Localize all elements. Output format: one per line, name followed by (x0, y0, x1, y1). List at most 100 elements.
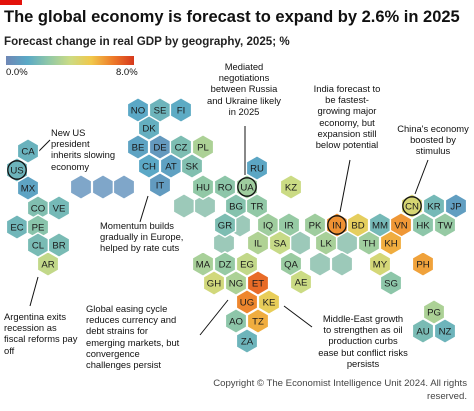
highlight-ring (7, 160, 27, 180)
hex-label: UA (240, 182, 254, 193)
hex-cell-il: IL (246, 229, 270, 257)
hex-label: BR (52, 240, 65, 251)
hex-filler (330, 250, 354, 278)
hex-cell-ph: PH (411, 250, 435, 278)
hex-cell-th: TH (357, 229, 381, 257)
hex-label: PH (416, 259, 429, 270)
hex-shape (47, 231, 71, 259)
hex-shape (433, 211, 457, 239)
hex-cell-pg: PG (422, 298, 446, 326)
hex-shape (137, 114, 161, 142)
hex-shape (36, 250, 60, 278)
hex-label: RU (250, 163, 264, 174)
hex-shape (246, 307, 270, 335)
hex-cell-kr: KR (422, 192, 446, 220)
hex-cell-mx: MX (16, 174, 40, 202)
hex-cell-hu: HU (191, 173, 215, 201)
annotation-europe: Momentum builds gradually in Europe, helpe… (100, 220, 184, 254)
annotation-russia: Mediated negotiations between Russia and Uk… (207, 61, 281, 117)
annotation-india: India forecast to be fastest-growing majo… (313, 83, 381, 151)
hex-label: VE (53, 203, 66, 214)
hex-label: MM (372, 220, 388, 231)
hex-shape (257, 288, 281, 316)
hex-label: QA (284, 259, 298, 270)
hex-label: SK (186, 161, 199, 172)
hex-shape (314, 229, 338, 257)
hex-cell-cn: CN (400, 192, 424, 220)
hex-cell-us: US (5, 156, 29, 184)
hex-shape (235, 327, 259, 355)
hex-label: FI (177, 105, 186, 116)
highlight-ring (327, 215, 347, 235)
hex-label: AU (416, 326, 429, 337)
hex-label: HK (416, 220, 430, 231)
hex-cell-ve: VE (47, 194, 71, 222)
hex-label: PE (32, 222, 45, 233)
annotation-mideast: Middle-East growth to strengthen as oil pr… (318, 313, 408, 369)
hex-filler (308, 250, 332, 278)
hex-filler (193, 192, 217, 220)
hex-shape (235, 250, 259, 278)
hex-shape (169, 96, 193, 124)
hex-label: SA (274, 238, 287, 249)
hex-cell-au: AU (411, 317, 435, 345)
annotation-leader (139, 195, 149, 223)
hex-shape (444, 192, 468, 220)
hex-shape (422, 192, 446, 220)
hex-cell-tr: TR (245, 192, 269, 220)
hex-label: NG (229, 278, 243, 289)
hex-shape (148, 171, 172, 199)
hex-label: ZA (241, 336, 254, 347)
hex-label: DE (153, 142, 166, 153)
hex-shape (357, 229, 381, 257)
hex-label: EC (10, 222, 23, 233)
hex-cell-eg: EG (235, 250, 259, 278)
hex-label: IT (156, 180, 165, 191)
hex-cell-hk: HK (411, 211, 435, 239)
hex-label: GH (207, 278, 221, 289)
annotation-leader (414, 159, 429, 195)
annotation-leader (283, 305, 313, 328)
hex-cell-ca: CA (16, 137, 40, 165)
hex-label: CH (142, 161, 156, 172)
hex-filler (69, 173, 93, 201)
hex-cell-dz: DZ (213, 250, 237, 278)
hex-shape (246, 229, 270, 257)
hex-shape (411, 250, 435, 278)
hex-shape (433, 317, 457, 345)
hex-shape (191, 250, 215, 278)
hex-shape (245, 192, 269, 220)
hex-label: JP (450, 201, 461, 212)
hex-cell-ro: RO (213, 173, 237, 201)
hex-cell-fi: FI (169, 96, 193, 124)
hex-label: TW (438, 220, 454, 231)
hex-label: KH (384, 238, 397, 249)
hex-cell-ug: UG (235, 288, 259, 316)
hex-label: MA (196, 259, 211, 270)
hex-cell-ec: EC (5, 213, 29, 241)
hex-cell-kz: KZ (279, 173, 303, 201)
hex-cell-ua: UA (235, 173, 259, 201)
hex-shape (213, 173, 237, 201)
hex-label: RO (218, 182, 232, 193)
hex-shape (16, 137, 40, 165)
hex-shape (137, 152, 161, 180)
hex-label: VN (394, 220, 407, 231)
hex-shape (411, 211, 435, 239)
hex-cell-lk: LK (314, 229, 338, 257)
hex-label: GR (218, 220, 232, 231)
chart-subtitle: Forecast change in real GDP by geography… (4, 35, 290, 48)
hex-label: US (10, 165, 23, 176)
hex-shape (368, 250, 392, 278)
hex-label: AO (229, 316, 243, 327)
hex-label: AE (295, 277, 308, 288)
hex-cell-ao: AO (224, 307, 248, 335)
hex-cell-gh: GH (202, 269, 226, 297)
hex-label: KZ (285, 182, 297, 193)
hex-cell-ke: KE (257, 288, 281, 316)
hex-cell-ma: MA (191, 250, 215, 278)
hex-label: CZ (175, 142, 188, 153)
hex-label: IR (284, 220, 294, 231)
hex-cell-tw: TW (433, 211, 457, 239)
hex-cell-gr: GR (213, 211, 237, 239)
